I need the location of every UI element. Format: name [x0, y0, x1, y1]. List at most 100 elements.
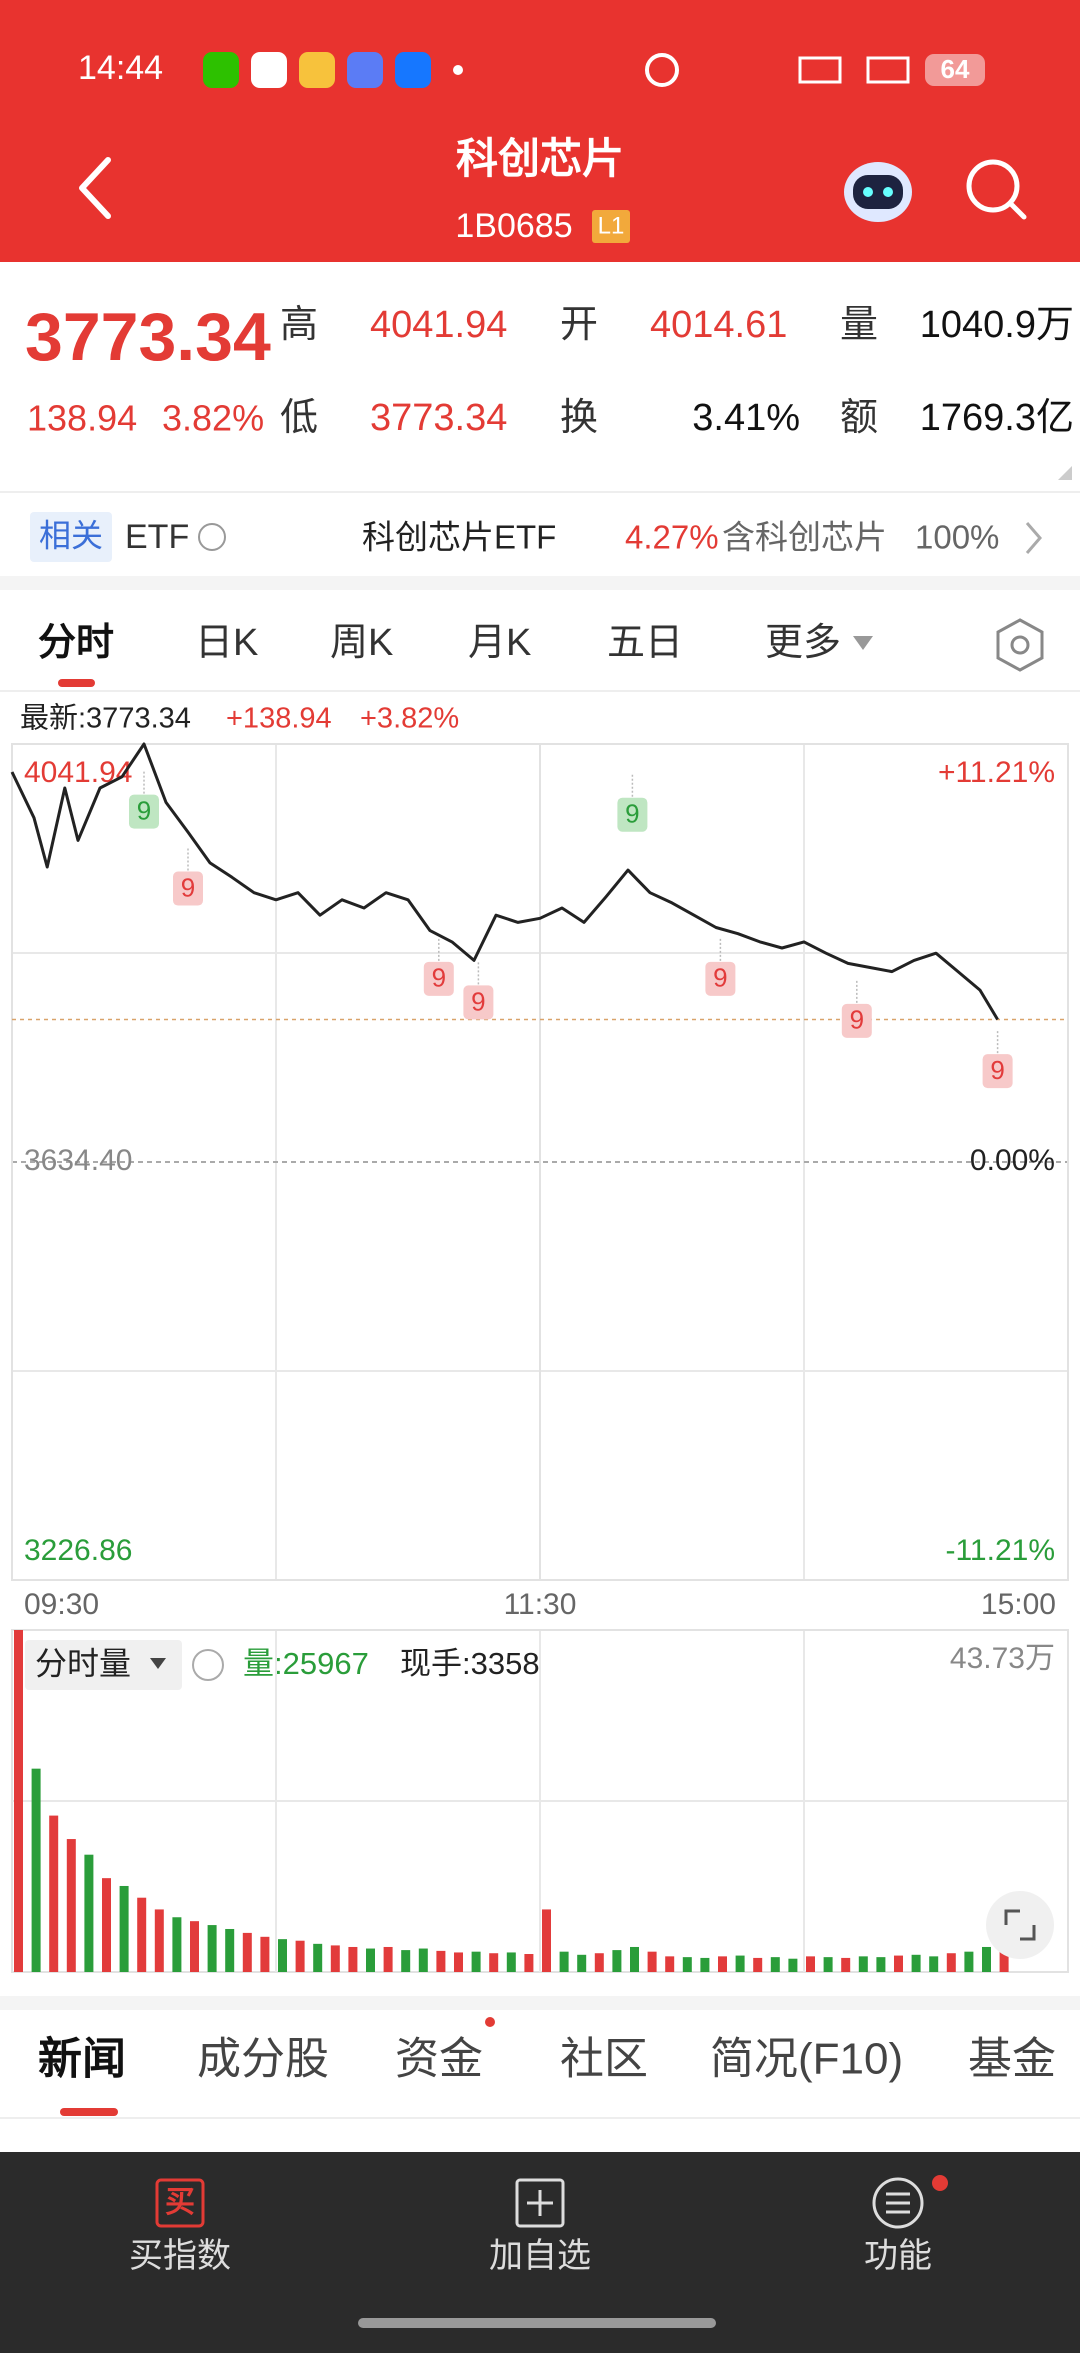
y-tick-label: 43.73万 — [950, 1642, 1055, 1675]
battery — [925, 54, 985, 86]
badge-dot — [485, 2017, 495, 2027]
volume-bar — [366, 1948, 375, 1972]
volume-bar — [383, 1946, 393, 1972]
info-tab[interactable]: 成分股 — [197, 2035, 329, 2084]
related-tag-bg — [30, 512, 112, 562]
volume-bar — [841, 1957, 851, 1972]
status-apps — [203, 52, 910, 88]
volume-bar — [225, 1928, 235, 1972]
td-marker-label: 9 — [625, 799, 639, 829]
volume-bar — [982, 1946, 991, 1972]
buy-icon — [155, 2178, 205, 2228]
td-marker-label: 9 — [990, 1055, 1004, 1085]
chart-tab[interactable]: 更多 — [765, 622, 841, 664]
chart-tab[interactable]: 五日 — [607, 622, 683, 664]
volume-bar — [806, 1956, 815, 1972]
volume-bar — [260, 1936, 270, 1972]
field-label: 额 — [840, 397, 878, 439]
volume-bar — [964, 1951, 974, 1972]
td-marker — [705, 961, 736, 996]
chart-tab[interactable]: 周K — [330, 622, 393, 664]
separator — [0, 576, 1080, 590]
latest-change: +138.94 — [226, 703, 332, 735]
td-marker — [982, 1054, 1013, 1089]
x-tick-label: 11:30 — [504, 1588, 577, 1621]
help-icon[interactable] — [192, 1649, 224, 1681]
field-label: 高 — [280, 304, 318, 346]
y-tick-label: 3634.40 — [24, 1144, 132, 1177]
td-marker — [423, 961, 454, 996]
chart-tab[interactable]: 日K — [195, 622, 258, 664]
volume-bar — [665, 1956, 675, 1972]
td-marker — [173, 871, 203, 906]
settings-icon — [1010, 635, 1030, 655]
expand-icon — [1004, 1909, 1036, 1941]
bottom-action[interactable]: 买指数 — [129, 2237, 231, 2275]
related-fund[interactable]: 科创芯片ETF — [362, 519, 556, 556]
volume-bar — [506, 1952, 516, 1972]
chevron[interactable] — [1025, 522, 1042, 554]
field-value: 1769.3亿 — [920, 397, 1074, 439]
level-badge-text: L1 — [598, 212, 625, 239]
related-holding-pct: 100% — [915, 519, 999, 556]
bottom-action[interactable]: 加自选 — [489, 2237, 591, 2275]
help-icon[interactable] — [198, 523, 226, 551]
volume-bar — [911, 1954, 921, 1972]
volume-selector[interactable]: 分时量 — [35, 1645, 131, 1681]
info-tab[interactable]: 社区 — [560, 2035, 648, 2084]
search-button[interactable] — [966, 159, 1027, 220]
price-line — [10, 742, 999, 1021]
chart-tab[interactable]: 分时 — [38, 622, 114, 664]
y-tick-label: 3226.86 — [24, 1534, 132, 1567]
volume-bar — [313, 1943, 323, 1972]
last-price: 3773.34 — [25, 299, 271, 375]
tab-underline — [58, 679, 95, 687]
dropdown-arrow — [853, 636, 873, 650]
volume-bar — [295, 1940, 305, 1972]
field-label: 低 — [280, 397, 318, 439]
volume-bar — [946, 1953, 956, 1972]
td-marker-label: 9 — [137, 796, 151, 826]
expand-button[interactable] — [986, 1891, 1054, 1959]
info-tab[interactable]: 资金 — [395, 2035, 483, 2084]
field-value: 1040.9万 — [920, 304, 1074, 346]
td-marker-label: 9 — [713, 963, 727, 993]
field-label: 换 — [560, 397, 598, 439]
robot-button[interactable] — [844, 162, 912, 222]
related-holding: 含科创芯片 — [722, 519, 887, 556]
info-tab[interactable]: 简况(F10) — [710, 2035, 903, 2084]
field-value: 3773.34 — [370, 397, 507, 439]
volume-bar — [788, 1958, 798, 1972]
volume-total: 量:25967 — [243, 1646, 369, 1681]
y2-tick-label: 0.00% — [970, 1144, 1055, 1177]
td-marker-label: 9 — [471, 986, 485, 1016]
volume-bar — [700, 1957, 710, 1972]
battery-level: 64 — [941, 54, 970, 84]
volume-bar — [207, 1925, 217, 1972]
volume-bar — [31, 1768, 41, 1972]
chart-tab[interactable]: 月K — [468, 622, 531, 664]
buy-icon-text: 买 — [165, 2186, 195, 2219]
volume-bar — [242, 1932, 252, 1972]
volume-bar — [524, 1954, 534, 1972]
add-icon — [515, 2178, 565, 2228]
volume-bar — [612, 1950, 622, 1972]
info-tab[interactable]: 新闻 — [38, 2035, 126, 2084]
y2-tick-label: -11.21% — [945, 1534, 1055, 1567]
volume-bar — [471, 1951, 481, 1972]
tab-underline — [60, 2108, 118, 2116]
index-code: 1B0685 — [455, 207, 572, 245]
corner-mark — [1058, 466, 1072, 480]
td-marker — [841, 1003, 872, 1038]
volume-bar — [348, 1946, 358, 1972]
bottom-action[interactable]: 功能 — [864, 2237, 932, 2275]
volume-bar — [735, 1955, 745, 1972]
volume-bar — [330, 1945, 340, 1972]
volume-selector-bg[interactable] — [25, 1640, 182, 1690]
volume-bar — [401, 1950, 411, 1972]
volume-bar — [858, 1956, 868, 1972]
info-tab[interactable]: 基金 — [968, 2035, 1056, 2084]
settings-button[interactable] — [996, 618, 1044, 672]
back-button[interactable] — [79, 157, 111, 219]
volume-bar — [66, 1839, 76, 1972]
